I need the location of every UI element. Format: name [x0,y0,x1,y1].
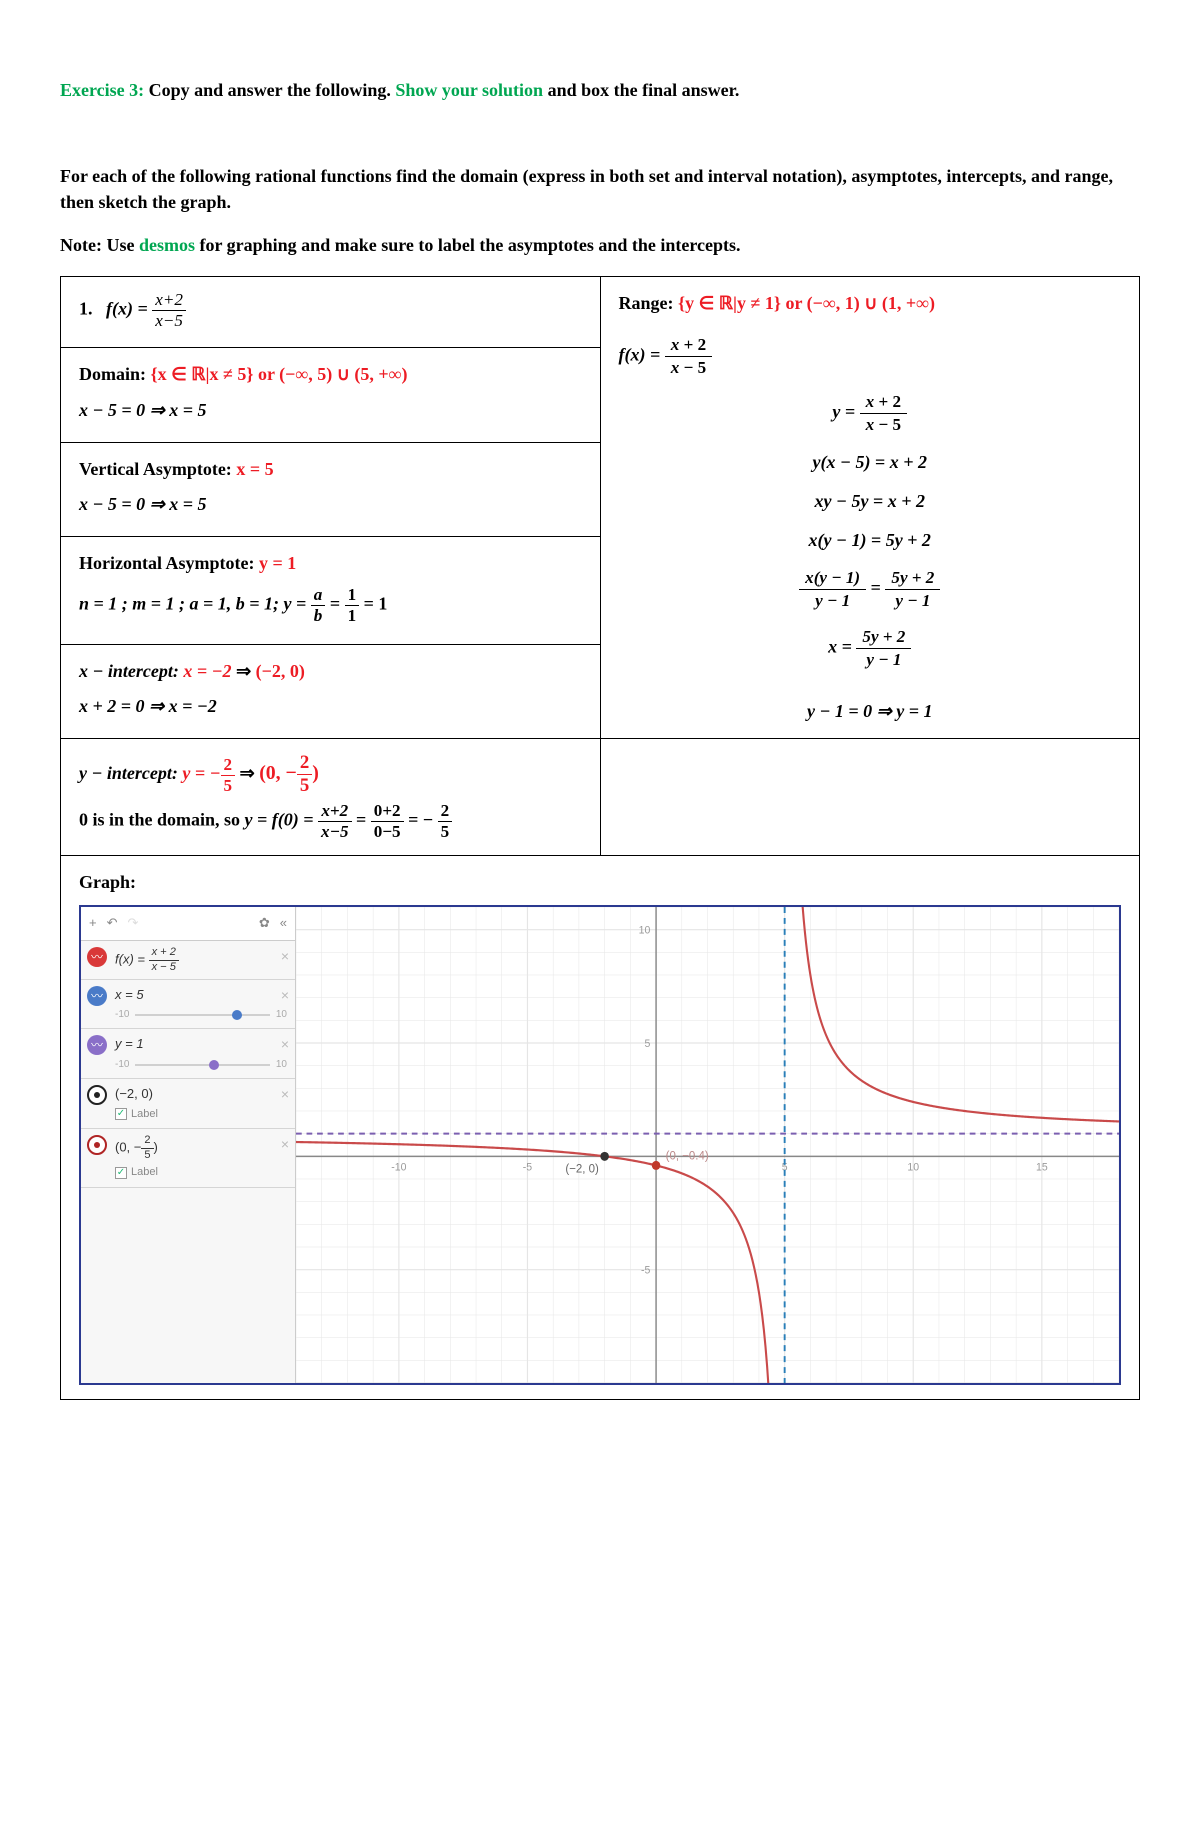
right-work-cell: Range: {y ∈ ℝ|y ≠ 1} or (−∞, 1) ∪ (1, +∞… [600,276,1140,738]
graph-label: Graph: [79,872,136,892]
range-answer: {y ∈ ℝ|y ≠ 1} or (−∞, 1) ∪ (1, +∞) [678,293,935,313]
show-solution: Show your solution [395,80,543,100]
domain-answer: {x ∈ ℝ|x ≠ 5} or (−∞, 5) ∪ (5, +∞) [151,364,408,384]
expr-row-2[interactable]: 〰 × x = 5 -10 10 [81,980,295,1029]
plot-area: -10-551015-5510(−2, 0)(0, −0.4) [296,907,1119,1383]
label-checkbox[interactable]: ✓Label [115,1165,287,1180]
expr-row-4[interactable]: × (−2, 0) ✓Label [81,1079,295,1130]
close-icon[interactable]: × [281,1085,289,1105]
intro-note: Note: Use desmos for graphing and make s… [60,233,1140,258]
slider[interactable]: -10 10 [115,1008,287,1022]
desmos-toolbar: + ↶ ↷ ✿ « [81,907,295,941]
yint-cell: y − intercept: y = −25 ⇒ (0, −25) 0 is i… [61,739,601,855]
xint-point: (−2, 0) [256,661,305,681]
svg-text:15: 15 [1036,1161,1048,1173]
svg-text:10: 10 [639,924,651,936]
domain-work: x − 5 = 0 ⇒ x = 5 [79,400,207,420]
undo-icon[interactable]: ↶ [107,914,118,932]
close-icon[interactable]: × [281,986,289,1006]
empty-cell [600,739,1140,855]
add-icon[interactable]: + [89,914,97,932]
ha-answer: y = 1 [259,553,296,573]
desmos-link: desmos [139,235,195,255]
close-icon[interactable]: × [281,947,289,967]
point-icon [87,1135,107,1155]
domain-cell: Domain: {x ∈ ℝ|x ≠ 5} or (−∞, 5) ∪ (5, +… [61,348,601,442]
va-answer: x = 5 [236,459,273,479]
expr-row-3[interactable]: 〰 × y = 1 -10 10 [81,1029,295,1078]
svg-text:10: 10 [907,1161,919,1173]
expr-row-5[interactable]: × (0, −25) ✓Label [81,1129,295,1188]
label-checkbox[interactable]: ✓Label [115,1107,287,1122]
close-icon[interactable]: × [281,1135,289,1155]
close-icon[interactable]: × [281,1035,289,1055]
point-icon [87,1085,107,1105]
wave-icon: 〰 [87,1035,107,1055]
svg-text:-5: -5 [641,1264,650,1276]
ha-cell: Horizontal Asymptote: y = 1 n = 1 ; m = … [61,536,601,645]
svg-text:-10: -10 [391,1161,406,1173]
expression-panel: + ↶ ↷ ✿ « 〰 × f(x) = x + 2x − 5 [81,907,296,1383]
svg-text:-5: -5 [523,1161,532,1173]
slider[interactable]: -10 10 [115,1058,287,1072]
solution-table: 1. f(x) = x+2x−5 Range: {y ∈ ℝ|y ≠ 1} or… [60,276,1140,1400]
collapse-icon[interactable]: « [280,914,287,932]
svg-text:(0, −0.4): (0, −0.4) [666,1149,709,1162]
exercise-rest: Copy and answer the following. [144,80,395,100]
desmos-screenshot: + ↶ ↷ ✿ « 〰 × f(x) = x + 2x − 5 [79,905,1121,1385]
expr-row-1[interactable]: 〰 × f(x) = x + 2x − 5 [81,941,295,980]
redo-icon[interactable]: ↷ [128,914,139,932]
gear-icon[interactable]: ✿ [259,914,270,932]
intro-p1: For each of the following rational funct… [60,164,1140,214]
exercise-heading: Exercise 3: Copy and answer the followin… [60,78,1140,103]
after-show: and box the final answer. [543,80,739,100]
svg-text:5: 5 [644,1038,650,1050]
graph-cell: Graph: + ↶ ↷ ✿ « 〰 × f [61,855,1140,1399]
svg-text:(−2, 0): (−2, 0) [565,1162,599,1175]
xint-cell: x − intercept: x = −2 ⇒ (−2, 0) x + 2 = … [61,645,601,739]
wave-icon: 〰 [87,986,107,1006]
exercise-label: Exercise 3: [60,80,144,100]
wave-icon: 〰 [87,947,107,967]
problem-cell: 1. f(x) = x+2x−5 [61,276,601,347]
va-cell: Vertical Asymptote: x = 5 x − 5 = 0 ⇒ x … [61,442,601,536]
